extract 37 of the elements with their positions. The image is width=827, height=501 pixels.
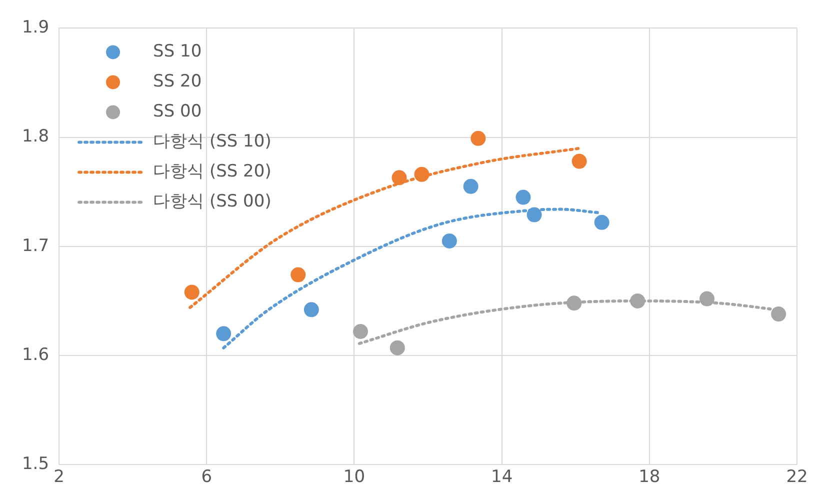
x-tick-label: 22 [786, 467, 808, 488]
point [470, 130, 486, 146]
point [216, 326, 232, 342]
point [771, 306, 786, 322]
point [352, 324, 368, 339]
legend-label: 다항식 (SS 00) [153, 192, 272, 212]
legend-label: 다항식 (SS 10) [153, 132, 272, 152]
point [414, 166, 430, 182]
legend-label: 다항식 (SS 20) [153, 162, 272, 182]
point [290, 267, 306, 282]
x-tick-label: 2 [54, 467, 64, 488]
point [392, 170, 407, 186]
point [526, 207, 542, 222]
point [572, 154, 587, 169]
y-tick-label: 1.8 [22, 126, 50, 147]
x-tick-label: 18 [638, 467, 660, 488]
point [390, 340, 405, 356]
point [442, 233, 457, 248]
point [630, 293, 646, 308]
x-tick-label: 10 [343, 467, 366, 488]
point [566, 296, 582, 311]
x-tick-label: 14 [490, 467, 513, 488]
point [463, 178, 478, 194]
y-tick-label: 1.6 [22, 344, 50, 365]
x-tick-label: 6 [201, 467, 212, 488]
legend-label: SS 00 [153, 102, 202, 122]
legend-label: SS 20 [153, 72, 202, 92]
point [594, 214, 610, 230]
line-series [222, 208, 600, 350]
point [699, 291, 714, 306]
y-tick-label: 1.7 [22, 236, 50, 256]
point [516, 190, 531, 205]
y-tick-label: 1.5 [22, 454, 50, 474]
point [304, 302, 319, 318]
legend-label: SS 10 [153, 42, 202, 62]
point [184, 284, 200, 300]
y-tick-label: 1.9 [22, 18, 50, 38]
